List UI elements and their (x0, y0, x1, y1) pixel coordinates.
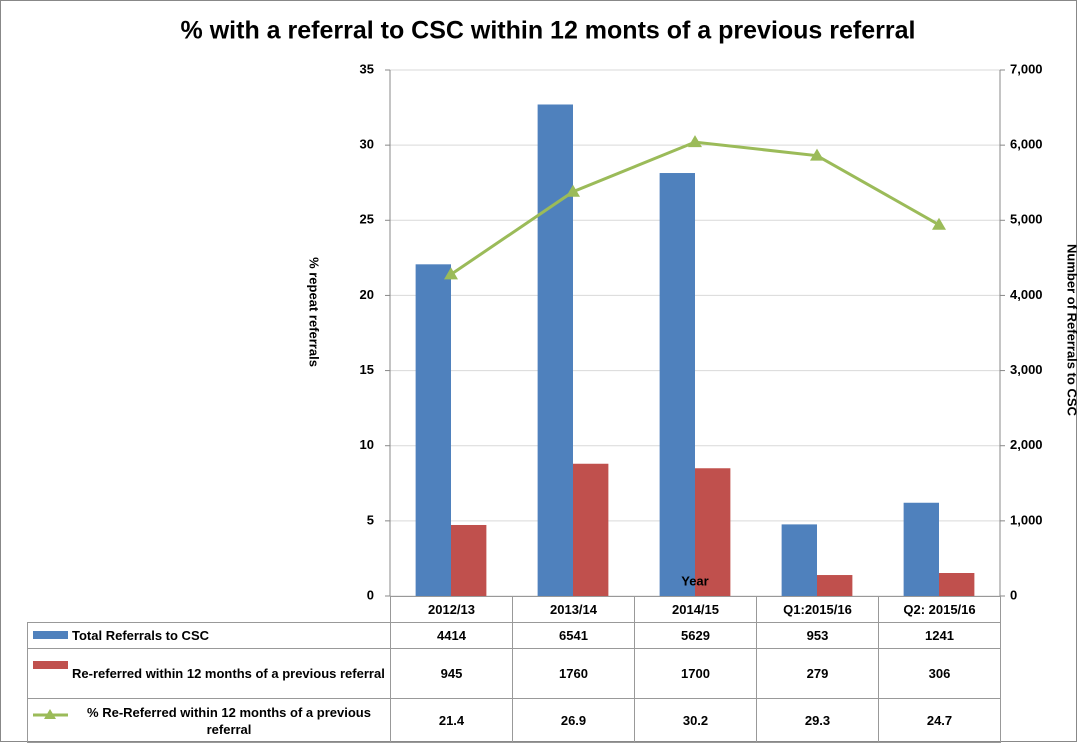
y2-tick-label: 6,000 (1010, 137, 1043, 152)
line-marker (932, 217, 946, 230)
y2-tick-label: 1,000 (1010, 512, 1043, 527)
bar (451, 524, 487, 596)
chart-title: % with a referral to CSC within 12 monts… (181, 17, 916, 45)
table-cell: 945 (390, 648, 513, 699)
bar (695, 468, 731, 596)
table-header-cell: 2012/13 (390, 596, 513, 623)
line-marker (688, 135, 702, 148)
x-axis-title: Year (681, 573, 708, 588)
table-cell: 306 (878, 648, 1001, 699)
line-marker (444, 267, 458, 280)
y-tick-label: 10 (360, 437, 374, 452)
legend-key (33, 631, 68, 639)
line-marker (566, 184, 580, 197)
y-tick-label: 25 (360, 212, 374, 227)
y-axis-title: % repeat referrals (307, 257, 322, 367)
table-cell: 5629 (634, 622, 757, 649)
table-legend-cell: Total Referrals to CSC (27, 622, 391, 649)
table-cell: 279 (756, 648, 879, 699)
bar (573, 463, 609, 596)
table-cell: 6541 (512, 622, 635, 649)
table-cell: 4414 (390, 622, 513, 649)
table-cell: 26.9 (512, 698, 635, 743)
table-cell: 24.7 (878, 698, 1001, 743)
table-cell: 30.2 (634, 698, 757, 743)
y2-axis-title: Number of Referrals to CSC (1065, 244, 1077, 417)
table-header-cell: 2014/15 (634, 596, 757, 623)
bar (817, 575, 853, 596)
bar (939, 573, 975, 596)
legend-key-marker (44, 709, 56, 719)
table-cell: 1700 (634, 648, 757, 699)
legend-key (33, 661, 68, 669)
table-cell: 1760 (512, 648, 635, 699)
y2-tick-label: 5,000 (1010, 212, 1043, 227)
bar (537, 104, 573, 596)
table-legend-cell: Re-referred within 12 months of a previo… (27, 648, 391, 699)
bar (415, 264, 451, 596)
table-cell: 21.4 (390, 698, 513, 743)
table-header-cell: 2013/14 (512, 596, 635, 623)
y-tick-label: 0 (367, 587, 374, 602)
table-header-cell: Q2: 2015/16 (878, 596, 1001, 623)
table-cell: 953 (756, 622, 879, 649)
table-header-cell: Q1:2015/16 (756, 596, 879, 623)
table-legend-cell: % Re-Referred within 12 months of a prev… (27, 698, 391, 743)
y2-tick-label: 0 (1010, 587, 1017, 602)
y2-tick-label: 2,000 (1010, 437, 1043, 452)
y-tick-label: 20 (360, 287, 374, 302)
y-tick-label: 15 (360, 362, 374, 377)
line-marker (810, 148, 824, 161)
y-tick-label: 5 (367, 512, 374, 527)
y2-tick-label: 3,000 (1010, 362, 1043, 377)
y2-tick-label: 7,000 (1010, 61, 1043, 76)
bar (903, 502, 939, 596)
y2-tick-label: 4,000 (1010, 287, 1043, 302)
bar (659, 173, 695, 596)
table-cell: 29.3 (756, 698, 879, 743)
y-tick-label: 30 (360, 137, 374, 152)
y-tick-label: 35 (360, 61, 374, 76)
table-cell: 1241 (878, 622, 1001, 649)
bar (781, 524, 817, 596)
